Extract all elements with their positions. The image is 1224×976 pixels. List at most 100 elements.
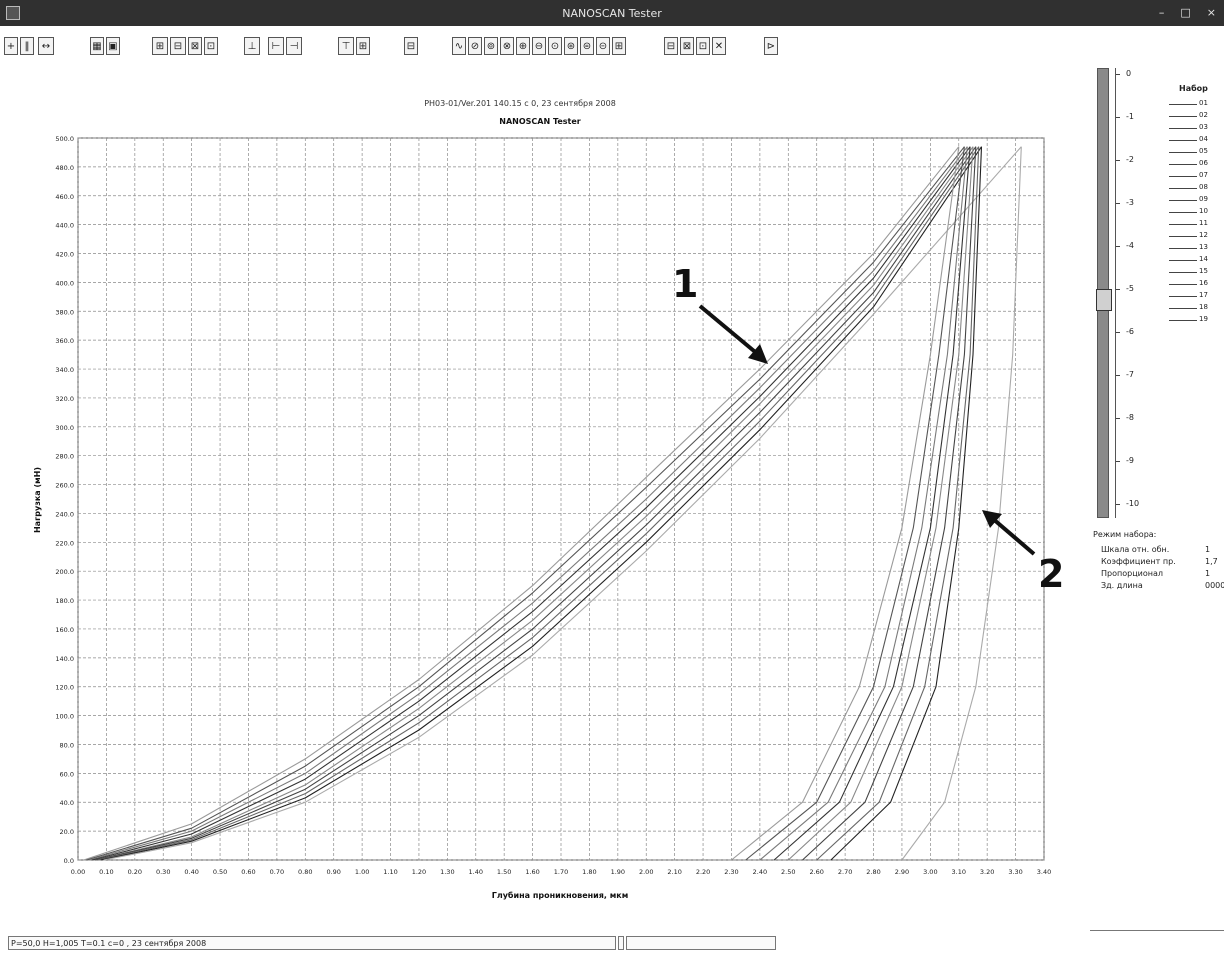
param-row: Коэффициент пр. 1,7 [1093, 557, 1224, 569]
y-tick-label: 500.0 [55, 135, 74, 143]
toolbar-button-1[interactable]: + [4, 37, 18, 55]
x-tick-label: 1.80 [582, 868, 596, 876]
toolbar-button-15[interactable]: ⊟ [404, 37, 418, 55]
toolbar-button-29[interactable]: ⊡ [696, 37, 710, 55]
toolbar-button-5[interactable]: ▣ [106, 37, 120, 55]
legend-item[interactable]: 10 [1159, 207, 1224, 219]
scale-axis: 0 -1 -2 -3 -4 -5 -6 -7 -8 -9 -10 [1115, 68, 1146, 518]
legend-item[interactable]: 04 [1159, 135, 1224, 147]
legend-label: 10 [1199, 207, 1208, 215]
maximize-button[interactable]: □ [1180, 6, 1191, 19]
toolbar-button-21[interactable]: ⊖ [532, 37, 546, 55]
legend-item[interactable]: 14 [1159, 255, 1224, 267]
legend-item[interactable]: 05 [1159, 147, 1224, 159]
unloading-curve-5 [787, 146, 974, 861]
toolbar-button-11[interactable]: ⊢ [268, 37, 284, 55]
y-tick-label: 300.0 [55, 424, 74, 432]
minimize-button[interactable]: – [1158, 6, 1165, 19]
legend-item[interactable]: 18 [1159, 303, 1224, 315]
toolbar-button-9[interactable]: ⊡ [204, 37, 218, 55]
toolbar-button-22[interactable]: ⊙ [548, 37, 562, 55]
toolbar-button-24[interactable]: ⊜ [580, 37, 594, 55]
loading-curve-8 [100, 146, 982, 861]
app-menu-icon[interactable] [6, 6, 20, 20]
toolbar-button-19[interactable]: ⊗ [500, 37, 514, 55]
param-label: Шкала отн. обн. [1101, 545, 1170, 554]
scale-tick: -9 [1116, 456, 1134, 465]
legend-swatch [1169, 152, 1197, 153]
legend-label: 09 [1199, 195, 1208, 203]
x-tick-label: 2.60 [809, 868, 823, 876]
x-tick-label: 3.30 [1008, 868, 1022, 876]
legend-item[interactable]: 09 [1159, 195, 1224, 207]
legend: Набор 01 02 03 04 05 06 07 08 09 10 11 12 13 14 15 16 17… [1159, 84, 1224, 327]
toolbar-button-12[interactable]: ⊣ [286, 37, 302, 55]
toolbar-button-16[interactable]: ∿ [452, 37, 466, 55]
legend-item[interactable]: 03 [1159, 123, 1224, 135]
legend-item[interactable]: 16 [1159, 279, 1224, 291]
y-tick-label: 320.0 [55, 395, 74, 403]
legend-label: 17 [1199, 291, 1208, 299]
legend-swatch [1169, 224, 1197, 225]
legend-item[interactable]: 07 [1159, 171, 1224, 183]
toolbar-button-26[interactable]: ⊞ [612, 37, 626, 55]
legend-item[interactable]: 19 [1159, 315, 1224, 327]
y-tick-label: 400.0 [55, 279, 74, 287]
toolbar-button-2[interactable]: ‖ [20, 37, 34, 55]
toolbar-button-28[interactable]: ⊠ [680, 37, 694, 55]
legend-item[interactable]: 12 [1159, 231, 1224, 243]
legend-item[interactable]: 17 [1159, 291, 1224, 303]
legend-item[interactable]: 01 [1159, 99, 1224, 111]
legend-swatch [1169, 176, 1197, 177]
y-tick-label: 480.0 [55, 164, 74, 172]
toolbar-button-30[interactable]: ✕ [712, 37, 726, 55]
unloading-curve-3 [759, 146, 968, 861]
legend-label: 18 [1199, 303, 1208, 311]
scale-tick-label: -2 [1126, 155, 1134, 164]
scale-slider[interactable] [1096, 68, 1112, 518]
x-tick-label: 0.60 [241, 868, 255, 876]
y-tick-label: 420.0 [55, 251, 74, 259]
legend-item[interactable]: 02 [1159, 111, 1224, 123]
toolbar-button-3[interactable]: ↔ [38, 37, 54, 55]
toolbar-button-31[interactable]: ⊳ [764, 37, 778, 55]
toolbar-button-25[interactable]: ⊝ [596, 37, 610, 55]
x-tick-label: 3.00 [923, 868, 937, 876]
toolbar-button-17[interactable]: ⊘ [468, 37, 482, 55]
legend-item[interactable]: 13 [1159, 243, 1224, 255]
toolbar-button-7[interactable]: ⊟ [170, 37, 186, 55]
close-button[interactable]: × [1206, 6, 1216, 19]
y-tick-label: 0.0 [64, 857, 74, 865]
legend-label: 08 [1199, 183, 1208, 191]
scale-tick: -10 [1116, 499, 1139, 508]
status-right [626, 936, 776, 950]
x-tick-label: 1.00 [355, 868, 369, 876]
legend-item[interactable]: 06 [1159, 159, 1224, 171]
scale-slider-thumb[interactable] [1096, 289, 1112, 311]
toolbar-button-8[interactable]: ⊠ [188, 37, 202, 55]
legend-item[interactable]: 08 [1159, 183, 1224, 195]
toolbar-button-23[interactable]: ⊛ [564, 37, 578, 55]
legend-swatch [1169, 296, 1197, 297]
toolbar-button-13[interactable]: ⊤ [338, 37, 354, 55]
toolbar-button-14[interactable]: ⊞ [356, 37, 370, 55]
toolbar-button-4[interactable]: ▦ [90, 37, 104, 55]
legend-item[interactable]: 15 [1159, 267, 1224, 279]
right-panel: 0 -1 -2 -3 -4 -5 -6 -7 -8 -9 -10 Набор 01 02 03 04 05 0… [1085, 68, 1224, 658]
legend-swatch [1169, 116, 1197, 117]
scale-tick: -4 [1116, 241, 1134, 250]
toolbar-button-20[interactable]: ⊕ [516, 37, 530, 55]
x-tick-label: 2.20 [696, 868, 710, 876]
y-tick-label: 180.0 [55, 597, 74, 605]
toolbar-button-18[interactable]: ⊚ [484, 37, 498, 55]
loading-curve-1 [83, 146, 960, 861]
legend-item[interactable]: 11 [1159, 219, 1224, 231]
param-row: Пропорционал 1 [1093, 569, 1224, 581]
toolbar-button-27[interactable]: ⊟ [664, 37, 678, 55]
param-row: Шкала отн. обн. 1 [1093, 545, 1224, 557]
x-tick-label: 0.80 [298, 868, 312, 876]
legend-swatch [1169, 284, 1197, 285]
toolbar-button-6[interactable]: ⊞ [152, 37, 168, 55]
toolbar-button-10[interactable]: ⊥ [244, 37, 260, 55]
y-tick-label: 20.0 [60, 828, 74, 836]
